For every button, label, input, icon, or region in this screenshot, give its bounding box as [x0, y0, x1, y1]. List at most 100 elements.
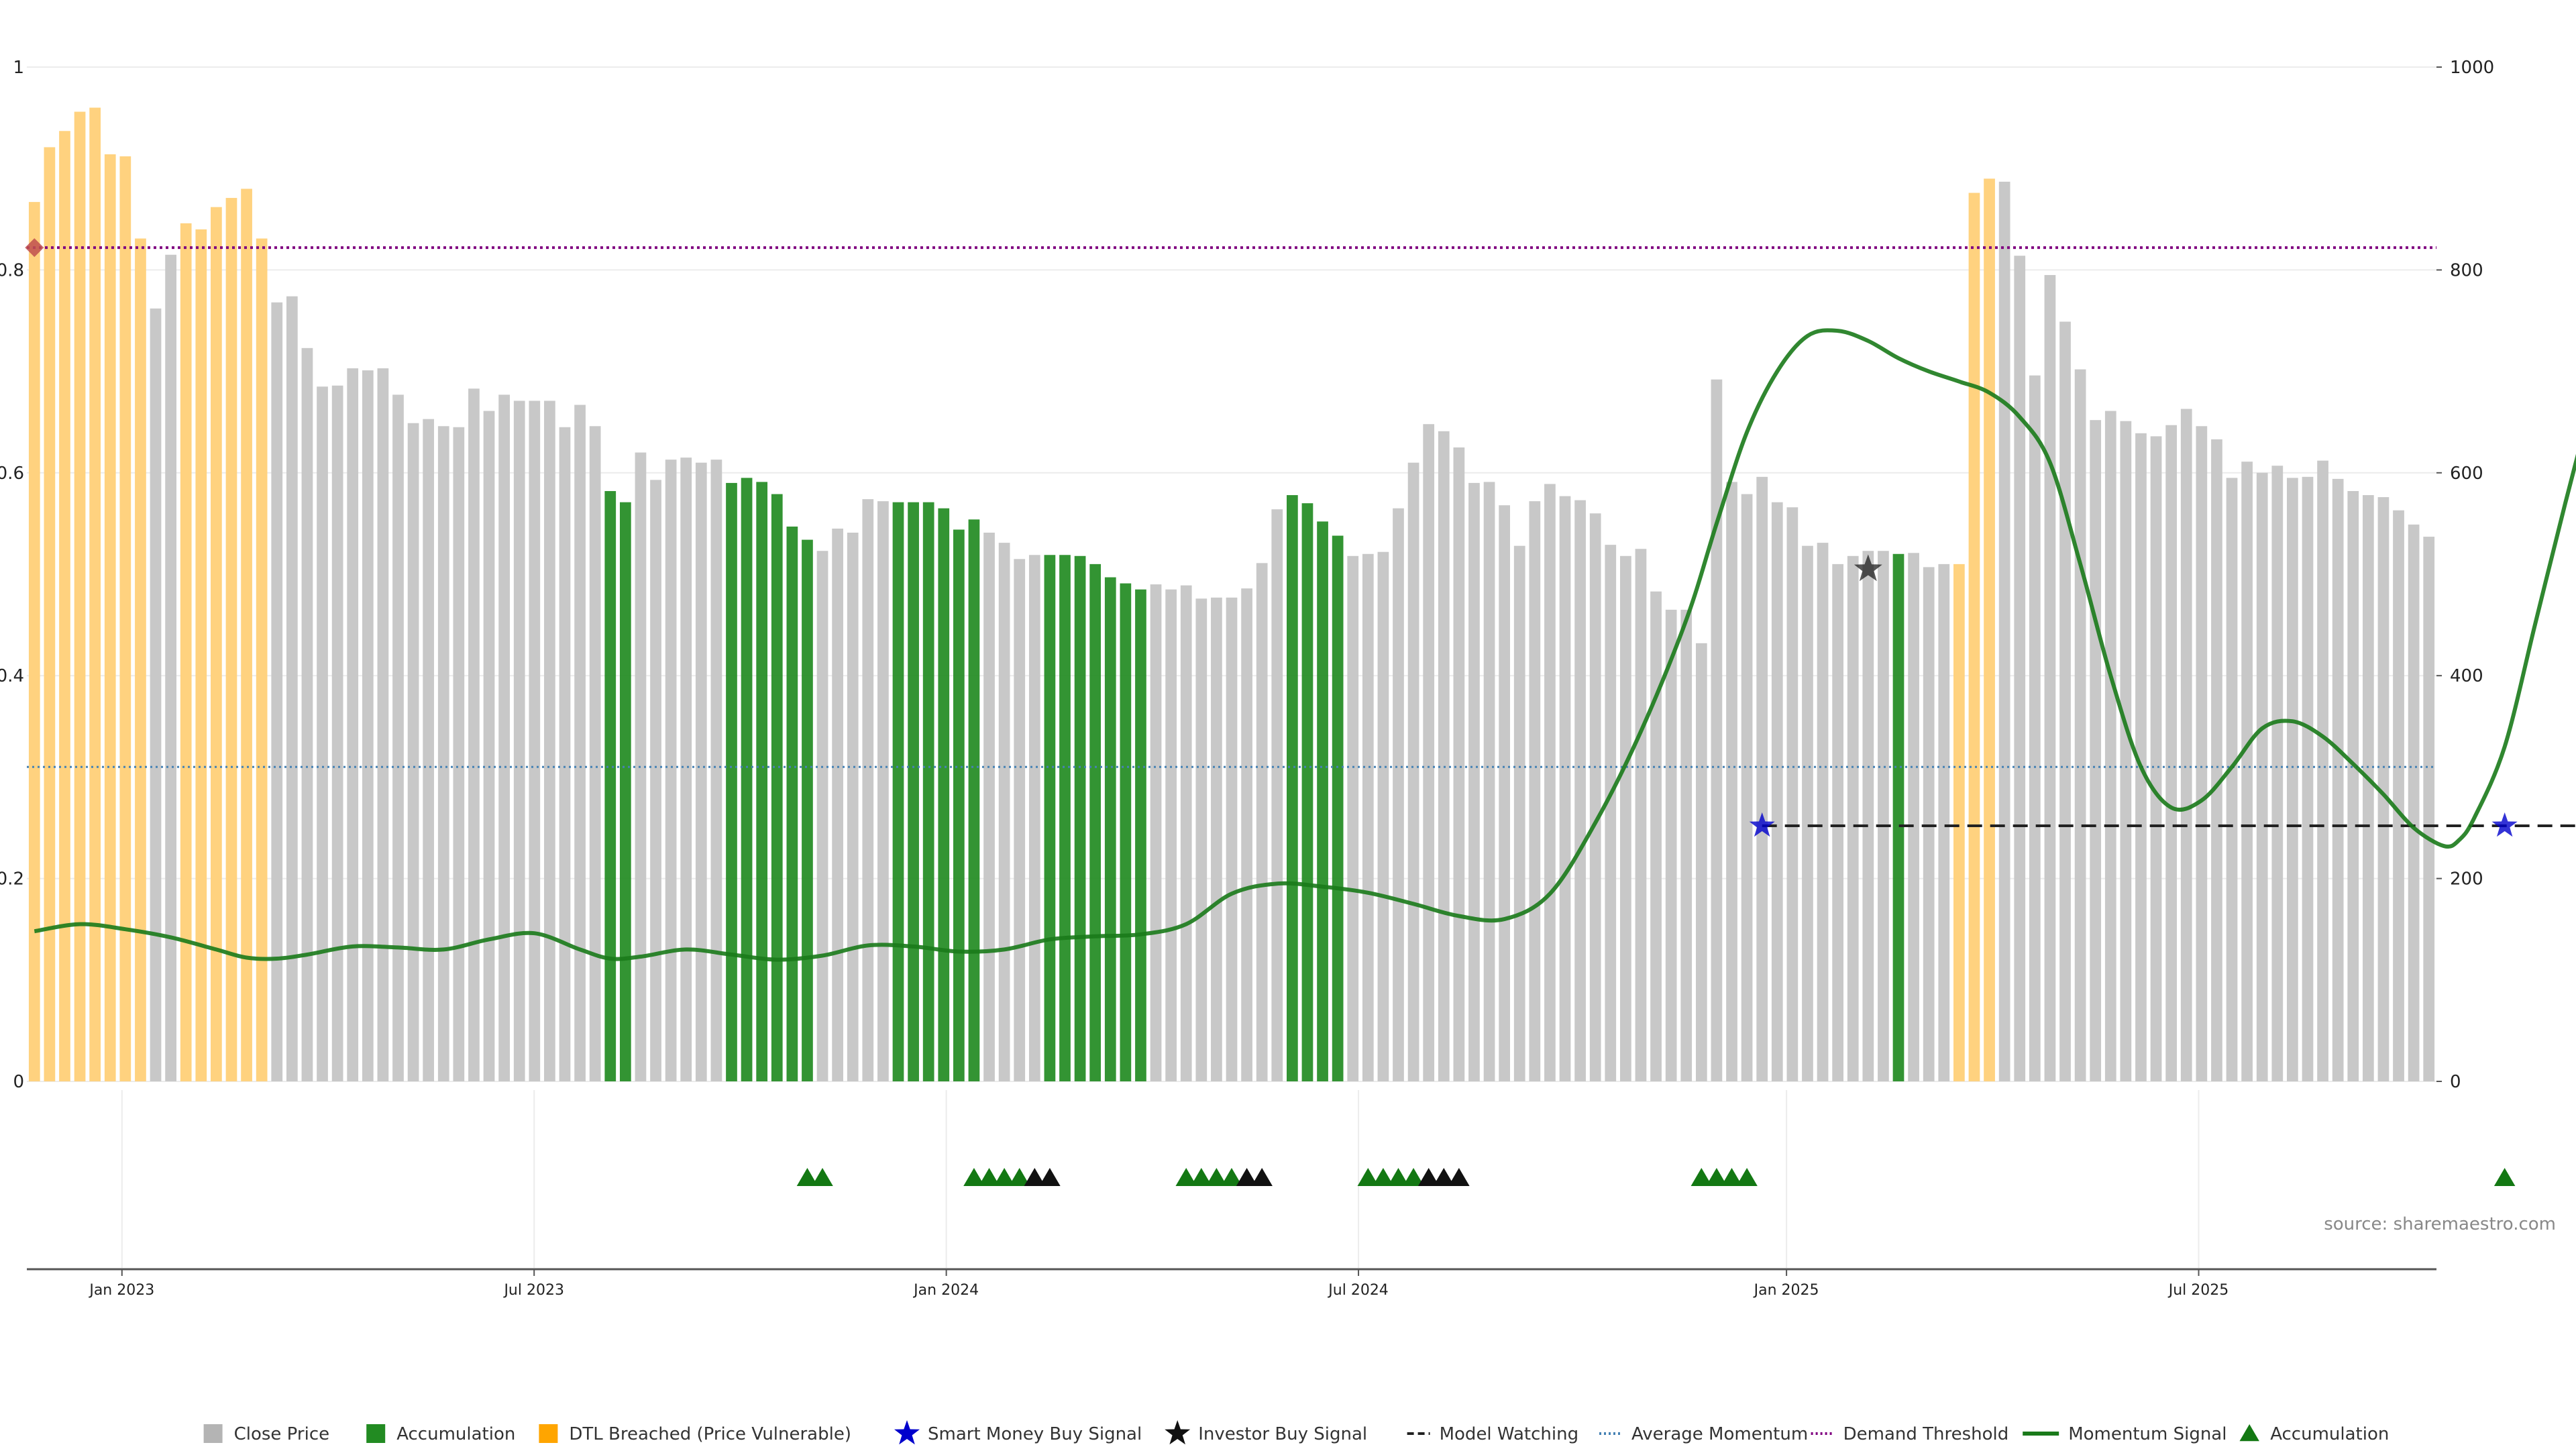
close-price-bar — [1847, 555, 1859, 1081]
close-price-bar — [2271, 466, 2284, 1081]
x-axis-tick-label: Jan 2023 — [88, 1282, 154, 1299]
demand-threshold-marker — [25, 238, 44, 258]
close-price-bar — [1423, 424, 1435, 1081]
accumulation-bar — [938, 508, 950, 1081]
accumulation-bar — [1287, 495, 1298, 1081]
accumulation-bar — [741, 478, 753, 1081]
investor-marker — [1236, 1168, 1258, 1186]
investor-marker — [1039, 1168, 1061, 1186]
legend-item: Momentum Signal — [2023, 1424, 2226, 1444]
close-price-bar — [1817, 543, 1829, 1081]
accumulation-bar — [1135, 589, 1146, 1081]
close-price-bar — [1878, 551, 1889, 1081]
close-price-bar — [1438, 431, 1450, 1081]
legend-item: Investor Buy Signal — [1165, 1420, 1367, 1445]
close-price-bar — [1256, 563, 1268, 1081]
legend: Close Price Accumulation DTL Breached (Pri… — [203, 1420, 2389, 1445]
close-price-bar — [2090, 420, 2102, 1081]
accumulation-marker — [1221, 1168, 1242, 1186]
accumulation-marker — [1403, 1168, 1424, 1186]
accumulation-bar — [1104, 577, 1116, 1081]
right-axis-tick-label: 600 — [2450, 464, 2483, 484]
close-price-bar — [1483, 482, 1495, 1081]
close-price-bar — [286, 296, 298, 1082]
close-price-bar — [1271, 509, 1283, 1081]
left-axis-tick-label: 0.8 — [0, 260, 24, 280]
close-price-bar — [1620, 555, 1631, 1081]
close-price-bar — [150, 308, 162, 1081]
close-price-bar — [2044, 274, 2056, 1082]
accumulation-bar — [786, 526, 798, 1081]
close-price-bar — [1453, 447, 1465, 1081]
close-price-bar — [1695, 643, 1707, 1081]
axes-layer: 0 0.2 0.4 0.6 0.8 1 0 200 400 600 800 1000 Jan 2023 J… — [0, 58, 2494, 1299]
legend-swatch — [203, 1424, 223, 1443]
accumulation-bar — [1120, 583, 1132, 1081]
accumulation-marker — [963, 1168, 985, 1186]
momentum-signal-line — [34, 328, 2576, 962]
right-axis-tick-label: 800 — [2450, 260, 2483, 280]
close-price-bar — [1347, 555, 1359, 1081]
investor-marker — [1251, 1168, 1273, 1186]
left-axis-tick-label: 0 — [13, 1072, 24, 1092]
accumulation-marker — [1721, 1168, 1743, 1186]
close-price-bar — [1150, 584, 1162, 1081]
close-price-bar — [2332, 478, 2344, 1081]
close-price-bar — [1180, 585, 1192, 1081]
close-price-bar — [998, 543, 1010, 1081]
accumulation-marker — [1008, 1168, 1030, 1186]
accumulation-marker — [812, 1168, 833, 1186]
accumulation-marker — [994, 1168, 1015, 1186]
close-price-bar — [1211, 597, 1222, 1081]
legend-item: Average Momentum — [1599, 1424, 1808, 1444]
close-price-bar — [1513, 545, 1525, 1081]
close-price-bar — [407, 423, 419, 1081]
investor-buy-signal — [1854, 554, 1882, 582]
accumulation-marker — [1706, 1168, 1727, 1186]
close-price-bar — [377, 368, 389, 1081]
close-price-bar — [2287, 478, 2298, 1081]
close-price-bar — [1393, 508, 1404, 1081]
close-price-bar — [2393, 510, 2404, 1081]
right-axis-tick-label: 1000 — [2450, 58, 2494, 78]
close-price-bar — [498, 394, 510, 1081]
close-price-bar — [1407, 462, 1419, 1081]
legend-label: Smart Money Buy Signal — [928, 1424, 1142, 1444]
close-price-bar — [362, 370, 374, 1081]
legend-item: Close Price — [203, 1424, 329, 1444]
legend-label: Investor Buy Signal — [1198, 1424, 1367, 1444]
dtl-breached-bar — [28, 202, 40, 1082]
accumulation-bar — [619, 502, 631, 1081]
close-price-bar — [437, 426, 449, 1081]
close-price-bar — [1665, 609, 1677, 1081]
markers-layer — [25, 238, 2518, 837]
close-price-bar — [1468, 482, 1480, 1081]
accumulation-bar — [968, 519, 980, 1081]
close-price-bar — [2120, 421, 2132, 1081]
investor-marker — [1024, 1168, 1046, 1186]
x-axis-tick-label: Jul 2024 — [1327, 1282, 1389, 1299]
close-price-bar — [2196, 426, 2208, 1081]
close-price-bar — [1635, 549, 1647, 1081]
accumulation-marker — [1387, 1168, 1409, 1186]
close-price-bar — [1908, 553, 1919, 1081]
accumulation-bar — [1059, 555, 1071, 1081]
smart-money-buy-signal — [2491, 812, 2518, 837]
accumulation-marker — [796, 1168, 818, 1186]
accumulation-marker — [1690, 1168, 1713, 1186]
dtl-breached-bar — [89, 107, 101, 1082]
close-price-bar — [695, 462, 707, 1081]
left-axis-tick-label: 1 — [13, 58, 24, 78]
close-price-bar — [1741, 494, 1753, 1081]
dtl-breached-bar — [1953, 564, 1965, 1081]
close-price-bar — [544, 400, 555, 1081]
close-price-bar — [589, 426, 601, 1081]
close-price-bar — [165, 254, 176, 1082]
close-price-bar — [513, 400, 525, 1081]
accumulation-marker — [1205, 1168, 1228, 1186]
accumulation-bar — [1301, 503, 1313, 1081]
close-price-bar — [301, 347, 313, 1081]
x-axis-tick-label: Jan 2024 — [912, 1282, 979, 1299]
close-price-bar — [2362, 495, 2374, 1081]
